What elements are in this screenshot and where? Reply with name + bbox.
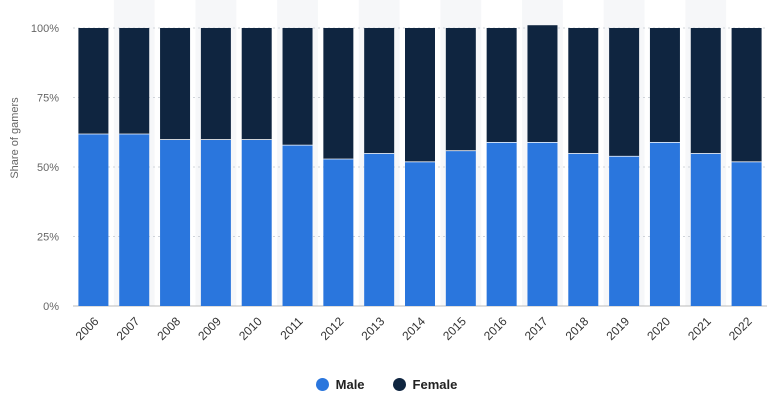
bar-female-2008[interactable]	[160, 28, 191, 140]
y-axis-title: Share of gamers	[9, 97, 21, 179]
x-tick-label: 2012	[318, 314, 347, 343]
x-tick-label: 2014	[399, 314, 428, 343]
bar-female-2014[interactable]	[405, 28, 435, 162]
x-tick-label: 2010	[236, 314, 265, 343]
bar-female-2018[interactable]	[568, 28, 599, 154]
bar-male-2011[interactable]	[282, 144, 313, 306]
legend-swatch-female	[392, 378, 406, 391]
bar-male-2014[interactable]	[405, 161, 435, 306]
x-tick-label: 2008	[154, 314, 183, 343]
bar-male-2018[interactable]	[568, 153, 599, 306]
bar-female-2015[interactable]	[445, 28, 476, 151]
bar-female-2009[interactable]	[200, 28, 231, 140]
x-tick-label: 2007	[114, 314, 143, 343]
bar-male-2015[interactable]	[445, 150, 476, 306]
bar-female-2006[interactable]	[78, 28, 109, 134]
bars	[78, 25, 762, 306]
bar-male-2008[interactable]	[160, 139, 191, 306]
legend-label-female: Female	[412, 377, 458, 392]
bar-female-2013[interactable]	[364, 28, 395, 154]
bar-male-2017[interactable]	[527, 141, 558, 306]
bar-female-2010[interactable]	[241, 28, 272, 140]
legend: Male Female	[0, 377, 773, 392]
x-tick-label: 2015	[440, 314, 469, 343]
y-tick-label: 50%	[37, 162, 59, 174]
bar-female-2012[interactable]	[323, 28, 354, 159]
bar-male-2021[interactable]	[690, 153, 721, 306]
legend-label-male: Male	[335, 377, 365, 392]
bar-male-2009[interactable]	[200, 139, 231, 306]
bar-male-2007[interactable]	[119, 133, 150, 306]
x-tick-label: 2009	[195, 314, 224, 343]
x-tick-label: 2022	[726, 314, 755, 343]
bar-female-2007[interactable]	[119, 28, 150, 134]
x-tick-label: 2018	[563, 314, 592, 343]
x-tick-label: 2011	[277, 314, 305, 342]
x-tick-label: 2006	[73, 314, 102, 343]
x-tick-label: 2016	[481, 314, 510, 343]
y-tick-label: 75%	[37, 93, 59, 105]
bar-female-2016[interactable]	[486, 28, 517, 142]
x-tick-label: 2017	[522, 314, 551, 343]
x-axis-ticks: 2006 2007 2008 2009 2010 2011 2012 2013 2014 2015…	[73, 314, 755, 343]
bar-female-2021[interactable]	[690, 28, 721, 154]
bar-male-2019[interactable]	[609, 155, 640, 306]
x-tick-label: 2019	[603, 314, 632, 343]
legend-swatch-male	[315, 378, 329, 391]
x-tick-label: 2021	[685, 314, 714, 343]
x-tick-label: 2020	[644, 314, 673, 343]
bar-female-2011[interactable]	[282, 28, 313, 145]
bar-male-2016[interactable]	[486, 141, 517, 306]
bar-female-2022[interactable]	[731, 28, 762, 162]
legend-item-male[interactable]: Male	[315, 377, 365, 392]
bar-female-2017[interactable]	[527, 25, 558, 142]
bar-male-2013[interactable]	[364, 153, 395, 306]
y-axis-ticks: 0% 25% 50% 75% 100%	[31, 23, 59, 313]
bar-male-2020[interactable]	[649, 141, 680, 306]
y-tick-label: 0%	[43, 301, 59, 313]
bar-male-2022[interactable]	[731, 161, 762, 306]
y-tick-label: 25%	[37, 232, 59, 244]
bar-female-2020[interactable]	[649, 28, 680, 142]
legend-item-female[interactable]: Female	[392, 377, 458, 392]
bar-male-2006[interactable]	[78, 133, 109, 306]
x-tick-label: 2013	[359, 314, 388, 343]
bar-male-2012[interactable]	[323, 158, 354, 306]
bar-male-2010[interactable]	[241, 139, 272, 306]
bar-female-2019[interactable]	[609, 28, 640, 156]
y-tick-label: 100%	[31, 23, 59, 35]
